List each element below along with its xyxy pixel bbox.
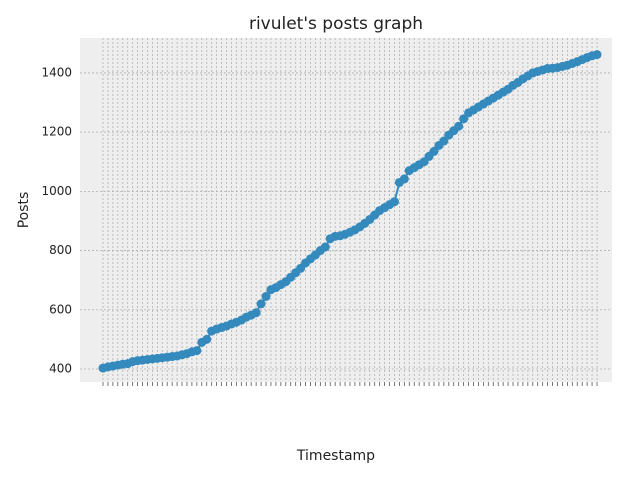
data-point bbox=[399, 174, 409, 184]
y-tick-label: 800 bbox=[49, 243, 72, 257]
data-point bbox=[459, 114, 469, 124]
data-point bbox=[429, 146, 439, 156]
chart-title: rivulet's posts graph bbox=[249, 14, 423, 34]
data-point bbox=[256, 299, 266, 309]
data-point bbox=[251, 308, 261, 318]
y-tick-label: 600 bbox=[49, 302, 72, 316]
y-tick-label: 400 bbox=[49, 361, 72, 375]
data-point bbox=[320, 242, 330, 252]
x-axis-label: Timestamp bbox=[296, 448, 375, 464]
data-point bbox=[439, 136, 449, 146]
y-axis-label: Posts bbox=[16, 192, 32, 229]
data-point bbox=[202, 334, 212, 344]
y-tick-label: 1400 bbox=[41, 65, 72, 79]
plot-area bbox=[80, 38, 612, 382]
data-point bbox=[261, 291, 271, 301]
data-point bbox=[192, 346, 202, 356]
data-point bbox=[592, 50, 602, 60]
data-point bbox=[389, 197, 399, 207]
y-tick-label: 1000 bbox=[41, 184, 72, 198]
data-point bbox=[454, 121, 464, 131]
y-tick-label: 1200 bbox=[41, 125, 72, 139]
